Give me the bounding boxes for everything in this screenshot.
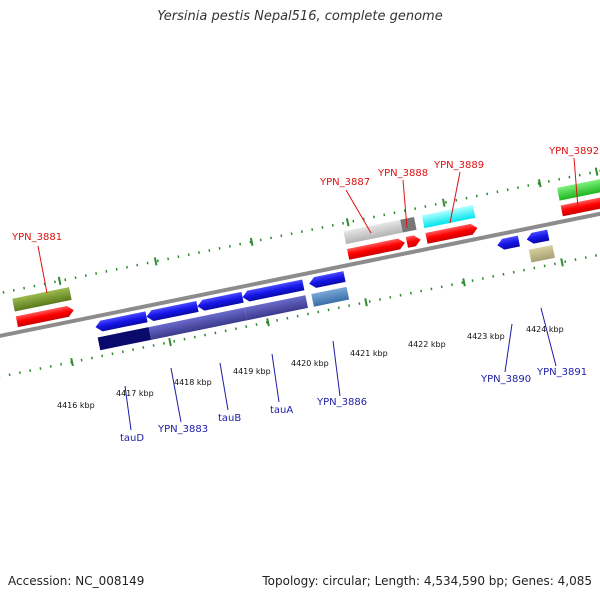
- label-leader: [504, 323, 513, 373]
- gene-arrow[interactable]: [145, 301, 199, 322]
- major-tick: [266, 318, 270, 327]
- major-tick: [345, 218, 350, 227]
- bottom-tick-track: [0, 244, 600, 383]
- gene-arrow[interactable]: [347, 237, 406, 260]
- kbp-label: 4421 kbp: [350, 349, 388, 358]
- gene-arrow[interactable]: [496, 235, 520, 251]
- gene-arrow[interactable]: [308, 271, 346, 289]
- kbp-label: 4423 kbp: [467, 332, 505, 341]
- kbp-label: 4416 kbp: [57, 401, 95, 410]
- gene-function-box[interactable]: [97, 327, 152, 351]
- top-tick-track: [0, 164, 600, 303]
- genome-title: Yersinia pestis Nepal516, complete genom…: [157, 9, 443, 24]
- gene-arrow[interactable]: [526, 229, 550, 245]
- major-tick: [594, 167, 599, 176]
- major-tick: [462, 278, 466, 287]
- gene-label[interactable]: YPN_3886: [316, 397, 367, 408]
- label-leader: [170, 367, 182, 423]
- label-leader: [540, 307, 557, 367]
- gene-label[interactable]: YPN_3892: [548, 146, 599, 157]
- label-leader: [332, 340, 341, 397]
- gene-function-box[interactable]: [421, 205, 476, 229]
- label-leader: [271, 353, 280, 403]
- gene-function-box[interactable]: [343, 219, 403, 245]
- gene-label[interactable]: YPN_3888: [377, 168, 428, 179]
- gene-arrow[interactable]: [405, 234, 422, 248]
- gene-arrow[interactable]: [196, 291, 244, 312]
- gene-label[interactable]: YPN_3883: [157, 424, 208, 435]
- gene-label[interactable]: YPN_3881: [11, 232, 62, 243]
- genome-summary: Topology: circular; Length: 4,534,590 bp…: [262, 574, 592, 588]
- major-tick: [364, 298, 368, 307]
- kbp-label: 4417 kbp: [116, 389, 154, 398]
- gene-label[interactable]: YPN_3887: [319, 177, 370, 188]
- label-leader: [573, 157, 579, 209]
- gene-label[interactable]: tauD: [120, 433, 144, 444]
- gene-function-box[interactable]: [400, 216, 417, 233]
- accession-text: Accession: NC_008149: [8, 574, 145, 588]
- major-tick: [560, 258, 564, 267]
- label-leader: [219, 362, 229, 411]
- label-leader: [345, 189, 372, 234]
- gene-label[interactable]: tauB: [218, 413, 241, 424]
- major-tick: [441, 198, 446, 207]
- gene-label[interactable]: YPN_3891: [536, 367, 587, 378]
- major-tick: [538, 179, 542, 188]
- gene-function-box[interactable]: [557, 173, 600, 201]
- genome-backbone: [0, 204, 600, 344]
- label-leader: [402, 179, 408, 229]
- label-leader: [37, 245, 48, 294]
- scale-labels: 4416 kbp 4417 kbp 4418 kbp 4419 kbp 4420…: [57, 325, 564, 410]
- gene-arrow[interactable]: [241, 279, 305, 303]
- kbp-label: 4422 kbp: [408, 340, 446, 349]
- major-tick: [57, 276, 62, 286]
- gene-label[interactable]: tauA: [270, 405, 293, 416]
- major-tick: [153, 257, 158, 266]
- major-tick: [168, 338, 172, 347]
- major-tick: [70, 357, 74, 367]
- kbp-label: 4419 kbp: [233, 367, 271, 376]
- gene-arrow[interactable]: [15, 305, 75, 328]
- gene-function-box[interactable]: [12, 287, 72, 312]
- kbp-label: 4424 kbp: [526, 325, 564, 334]
- gene-label[interactable]: YPN_3889: [433, 160, 484, 171]
- kbp-label: 4420 kbp: [291, 359, 329, 368]
- gene-arrow[interactable]: [560, 191, 600, 217]
- gene-function-box[interactable]: [528, 244, 555, 263]
- kbp-label: 4418 kbp: [174, 378, 212, 387]
- gene-arrow[interactable]: [94, 311, 148, 332]
- major-tick: [249, 237, 254, 246]
- gene-label[interactable]: YPN_3890: [480, 374, 531, 385]
- gene-function-box[interactable]: [244, 295, 308, 321]
- gene-function-box[interactable]: [148, 307, 248, 340]
- gene-function-box[interactable]: [311, 286, 350, 307]
- label-leader: [449, 171, 461, 224]
- gene-arrow[interactable]: [425, 223, 478, 244]
- label-leader: [124, 385, 132, 431]
